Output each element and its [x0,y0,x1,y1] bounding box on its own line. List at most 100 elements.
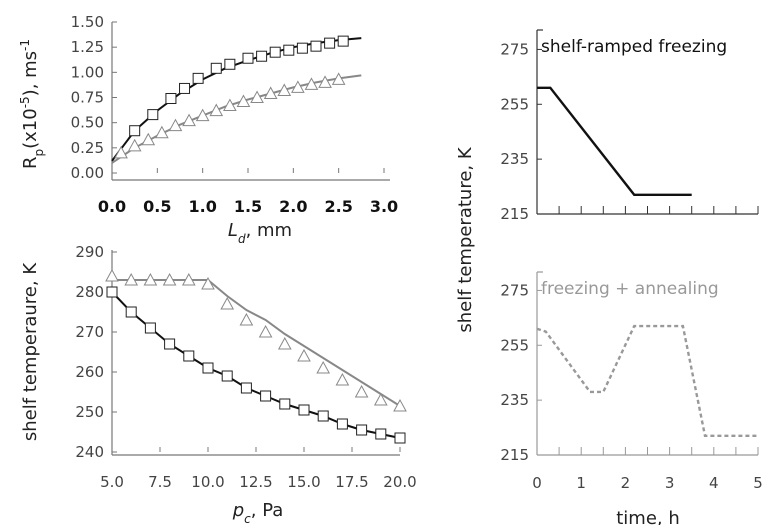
triangle-marker [220,296,235,310]
triangle-marker [127,138,142,152]
y-tick-label: 290 [75,243,104,261]
triangle-marker [250,90,264,103]
panel-a-y-axis-label: Rp(x10-5), ms-1 [18,39,46,169]
triangle-marker [143,272,158,286]
square-marker [394,432,406,444]
triangle-marker [316,360,331,374]
triangle-marker [393,398,407,412]
triangle-marker [318,75,332,88]
triangle-marker [331,72,346,85]
triangle-marker [181,272,196,286]
y-tick-label: 255 [500,95,529,113]
panel-b-y-axis-label: shelf temperaure, K [20,262,41,441]
panel-freezing-annealing: 215 235 255 275 0 1 2 3 4 5 freezing + annealing… [500,271,763,525]
triangle-marker [263,86,278,99]
square-marker [164,338,176,350]
square-marker [192,72,204,84]
x-tick-label: 4 [709,474,719,492]
shared-y-axis-label-right: shelf temperature, K [455,146,476,333]
x-tick-label: 10.0 [191,473,224,491]
x-tick-label: 0 [532,474,542,492]
series-line [537,86,692,197]
triangle-marker [304,77,319,90]
x-tick-label: 1 [576,474,586,492]
y-tick-label: 0.75 [71,89,104,107]
y-tick-label: 235 [500,150,529,168]
y-tick-label: 255 [500,336,529,354]
triangle-marker [223,98,237,112]
x-tick-label: 1.0 [188,197,216,216]
square-marker [317,410,329,422]
triangle-marker [201,276,215,290]
square-marker [256,50,268,62]
y-tick-label: 280 [75,283,104,301]
x-tick-label: 2.0 [279,197,307,216]
square-marker [147,109,159,121]
panel-shelf-vs-pc: 240 250 260 270 280 290 5.0 7.5 10.0 12.5 15.0 17.… [20,243,417,525]
square-marker [283,44,295,56]
x-tick-label: 0.0 [98,197,126,216]
y-tick-label: 1.00 [71,63,104,81]
triangle-marker [114,145,128,159]
square-marker [260,390,272,402]
triangle-marker [335,372,350,386]
square-marker [296,42,308,54]
triangle-marker [124,272,139,286]
series-line [536,324,758,437]
x-tick-label: 0.5 [143,197,171,216]
y-tick-label: 275 [500,281,529,299]
triangle-marker [195,108,210,122]
square-marker [202,362,214,374]
y-tick-label: 275 [500,40,529,58]
y-tick-label: 250 [75,403,104,421]
triangle-marker [105,268,119,282]
square-marker [183,350,195,362]
square-marker [165,93,177,105]
x-tick-label: 7.5 [148,473,172,491]
triangle-marker [168,118,183,132]
square-marker [337,35,349,47]
square-marker [144,322,156,334]
square-marker [240,382,252,394]
y-tick-label: 235 [500,391,529,409]
square-marker [356,424,368,436]
square-marker [279,398,291,410]
square-marker [106,286,118,298]
panel-d-x-axis-label: time, h [616,508,680,525]
x-tick-label: 5 [753,474,763,492]
square-marker [179,82,191,94]
y-tick-label: 260 [75,363,104,381]
panel-a-x-axis-label: Ld, mm [228,220,292,246]
square-marker [210,62,222,74]
triangle-marker [141,132,156,146]
square-marker [336,418,348,430]
series-line [112,279,401,407]
triangle-marker [209,103,224,117]
x-tick-label: 3 [665,474,675,492]
y-tick-label: 1.50 [71,13,104,31]
x-tick-label: 17.5 [335,473,368,491]
series-line [111,74,362,164]
triangle-marker [162,272,177,286]
triangle-marker [277,83,292,96]
x-tick-label: 1.5 [234,197,262,216]
x-tick-label: 15.0 [287,473,320,491]
triangle-marker [354,384,369,398]
y-tick-label: 1.25 [71,38,104,56]
triangle-marker [258,324,273,338]
triangle-marker [236,94,251,108]
square-marker [221,370,233,382]
x-tick-label: 3.0 [370,197,398,216]
x-tick-label: 20.0 [383,473,416,491]
triangle-marker [297,348,311,362]
square-marker [310,40,322,52]
triangle-marker [182,113,196,127]
square-marker [129,125,141,137]
square-marker [125,306,137,318]
y-tick-label: 0.50 [71,114,104,132]
square-marker [375,428,387,440]
y-tick-label: 270 [75,323,104,341]
x-tick-label: 2.5 [324,197,352,216]
panel-b-x-axis-label: pc, Pa [232,500,284,525]
